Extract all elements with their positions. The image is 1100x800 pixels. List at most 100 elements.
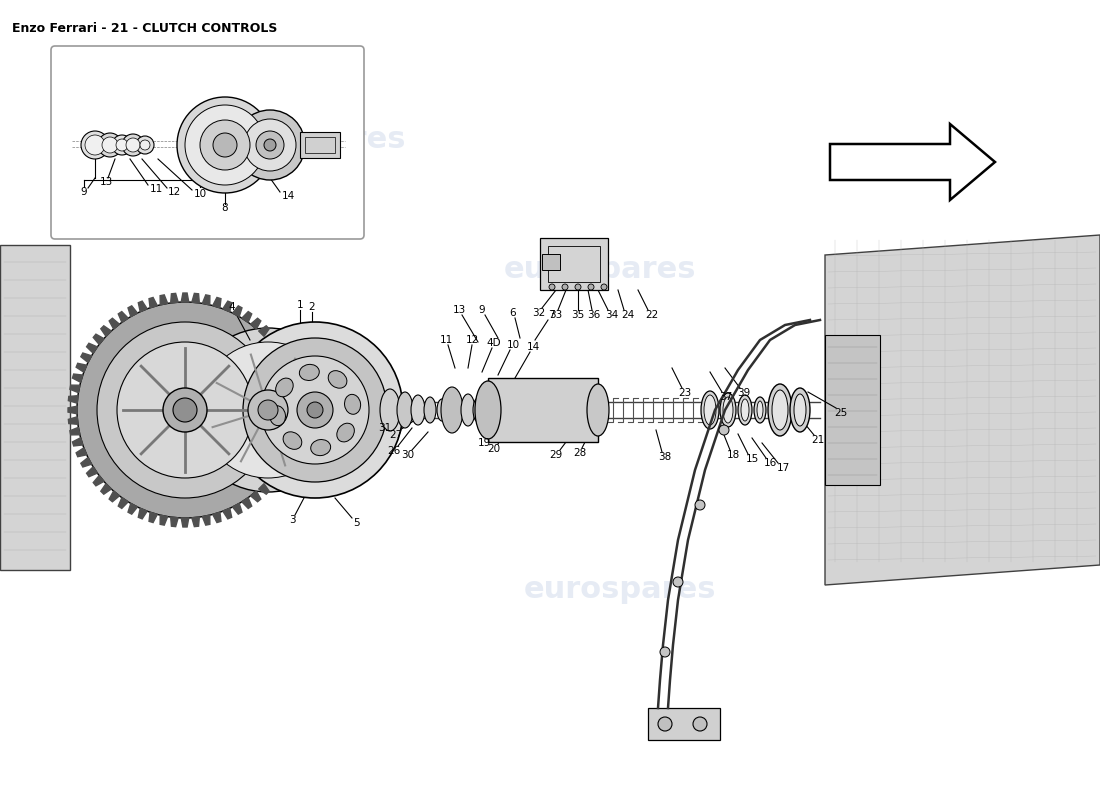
Circle shape — [693, 717, 707, 731]
Polygon shape — [212, 512, 221, 522]
Polygon shape — [182, 518, 189, 527]
Text: 33: 33 — [549, 310, 562, 320]
Polygon shape — [139, 508, 147, 519]
Ellipse shape — [310, 439, 331, 456]
Bar — [305, 137, 336, 153]
Polygon shape — [292, 417, 301, 424]
Circle shape — [122, 134, 144, 156]
Text: 26: 26 — [387, 446, 400, 456]
Polygon shape — [68, 417, 78, 424]
Polygon shape — [223, 301, 232, 312]
Circle shape — [200, 120, 250, 170]
Text: Enzo Ferrari - 21 - CLUTCH CONTROLS: Enzo Ferrari - 21 - CLUTCH CONTROLS — [12, 22, 277, 35]
Text: 29: 29 — [549, 450, 562, 460]
Text: 32: 32 — [532, 308, 546, 318]
Circle shape — [200, 342, 336, 478]
Text: 7: 7 — [548, 310, 554, 320]
Polygon shape — [273, 467, 284, 477]
Bar — [540, 238, 608, 290]
Polygon shape — [170, 517, 178, 526]
Text: 13: 13 — [99, 177, 112, 187]
Text: 9: 9 — [80, 187, 87, 197]
Polygon shape — [73, 374, 82, 382]
Circle shape — [185, 105, 265, 185]
Text: 23: 23 — [679, 388, 692, 398]
Polygon shape — [119, 311, 129, 322]
Polygon shape — [101, 326, 111, 336]
Ellipse shape — [754, 397, 766, 423]
Text: 2: 2 — [309, 302, 316, 312]
FancyBboxPatch shape — [51, 46, 364, 239]
Text: 14: 14 — [282, 191, 295, 201]
Circle shape — [97, 322, 273, 498]
Polygon shape — [191, 517, 199, 526]
Polygon shape — [80, 353, 91, 362]
Ellipse shape — [475, 381, 500, 439]
Polygon shape — [293, 406, 303, 414]
Polygon shape — [212, 298, 221, 308]
Polygon shape — [73, 438, 82, 446]
Text: 34: 34 — [605, 310, 618, 320]
Polygon shape — [161, 295, 167, 305]
Ellipse shape — [757, 401, 763, 419]
Text: 1: 1 — [297, 300, 304, 310]
Text: 13: 13 — [452, 305, 465, 315]
Polygon shape — [76, 363, 87, 372]
Polygon shape — [258, 326, 270, 336]
Circle shape — [177, 97, 273, 193]
Text: 24: 24 — [621, 310, 635, 320]
Circle shape — [261, 356, 368, 464]
Polygon shape — [223, 508, 232, 519]
Polygon shape — [825, 235, 1100, 585]
Polygon shape — [70, 427, 80, 435]
Ellipse shape — [270, 406, 286, 426]
Ellipse shape — [379, 389, 400, 431]
Circle shape — [562, 284, 568, 290]
Circle shape — [126, 138, 140, 152]
Polygon shape — [94, 334, 104, 345]
Text: eurospares: eurospares — [524, 575, 716, 605]
Polygon shape — [284, 448, 294, 457]
Polygon shape — [109, 318, 120, 329]
Circle shape — [227, 322, 403, 498]
Circle shape — [136, 136, 154, 154]
Polygon shape — [258, 484, 270, 494]
Polygon shape — [278, 353, 289, 362]
Ellipse shape — [424, 397, 436, 423]
Ellipse shape — [441, 387, 463, 433]
Ellipse shape — [283, 432, 301, 450]
Bar — [542, 254, 560, 270]
Ellipse shape — [794, 394, 806, 426]
Polygon shape — [266, 475, 277, 486]
Ellipse shape — [437, 399, 447, 421]
Circle shape — [112, 135, 132, 155]
Polygon shape — [128, 306, 138, 317]
Text: 8: 8 — [222, 203, 229, 213]
Circle shape — [173, 398, 197, 422]
Bar — [300, 132, 340, 158]
Ellipse shape — [299, 364, 319, 381]
Polygon shape — [290, 427, 300, 435]
Bar — [488, 378, 598, 442]
Circle shape — [116, 139, 128, 151]
Ellipse shape — [344, 394, 361, 414]
Text: 16: 16 — [763, 458, 777, 468]
Circle shape — [140, 140, 150, 150]
Text: 31: 31 — [378, 423, 392, 433]
Circle shape — [77, 302, 293, 518]
Circle shape — [588, 284, 594, 290]
Text: 21: 21 — [812, 435, 825, 445]
Text: 5: 5 — [353, 518, 360, 528]
Polygon shape — [232, 503, 242, 514]
Circle shape — [213, 133, 236, 157]
Circle shape — [243, 338, 387, 482]
Circle shape — [256, 131, 284, 159]
Ellipse shape — [328, 370, 346, 388]
Text: 35: 35 — [571, 310, 584, 320]
Text: 37: 37 — [719, 392, 733, 402]
Text: 38: 38 — [659, 452, 672, 462]
Polygon shape — [80, 458, 91, 467]
Text: 20: 20 — [487, 444, 500, 454]
Polygon shape — [170, 294, 178, 303]
Polygon shape — [830, 124, 996, 200]
